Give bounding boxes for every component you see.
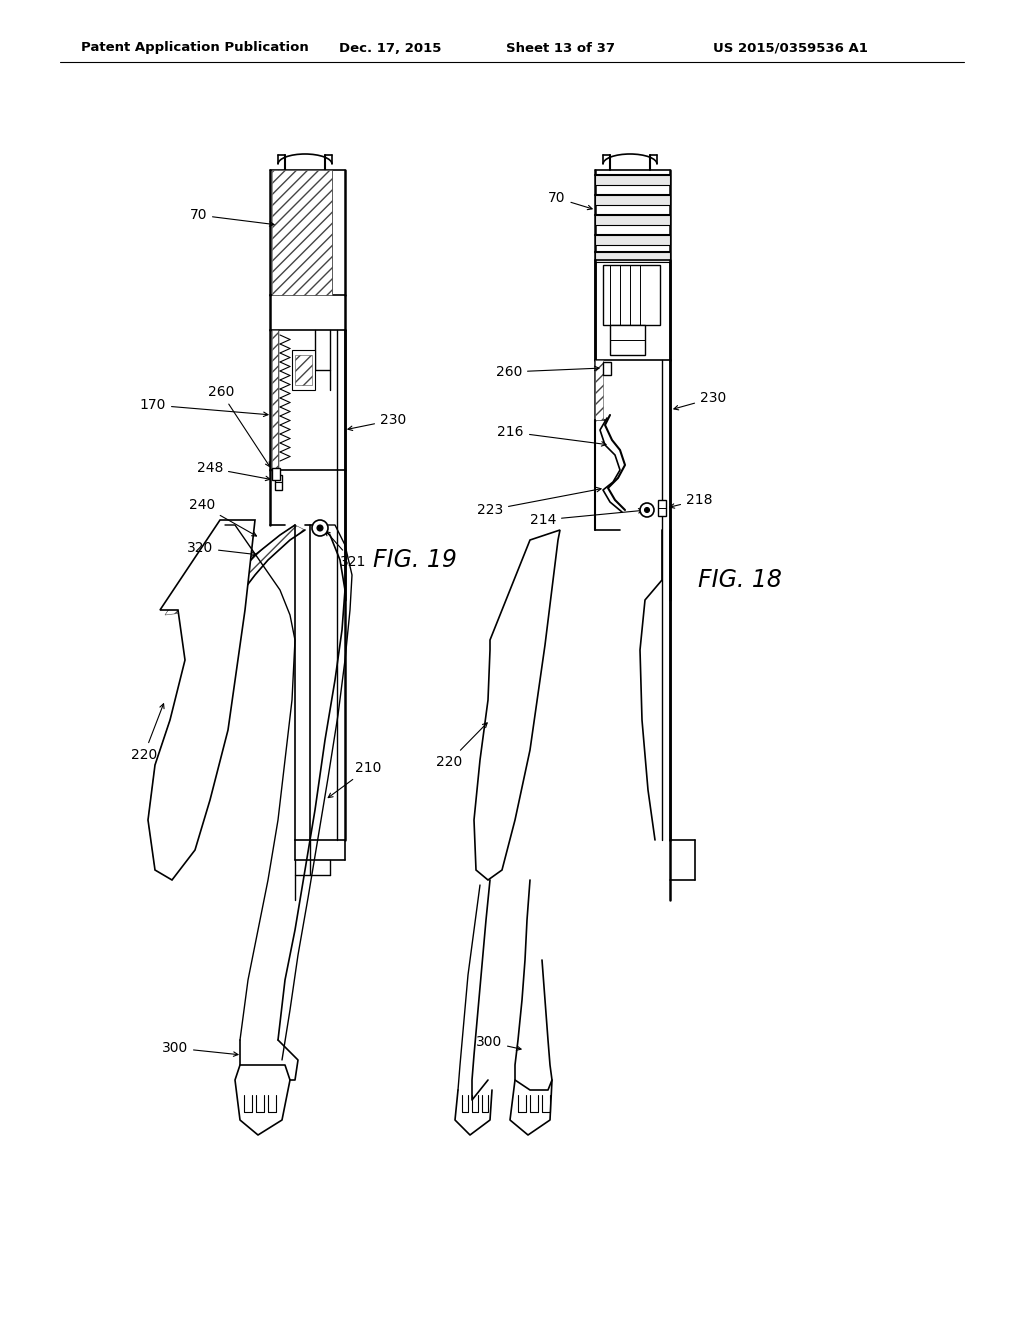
Polygon shape	[272, 469, 280, 480]
Polygon shape	[275, 475, 282, 490]
Polygon shape	[152, 525, 305, 840]
Text: Sheet 13 of 37: Sheet 13 of 37	[506, 41, 614, 54]
Polygon shape	[603, 265, 660, 325]
Polygon shape	[272, 170, 332, 294]
Text: FIG. 18: FIG. 18	[698, 568, 782, 591]
Polygon shape	[148, 523, 250, 878]
Circle shape	[312, 520, 328, 536]
Text: 300: 300	[476, 1035, 521, 1051]
Text: US 2015/0359536 A1: US 2015/0359536 A1	[713, 41, 867, 54]
Polygon shape	[603, 362, 611, 375]
Text: FIG. 19: FIG. 19	[373, 548, 457, 572]
Text: 223: 223	[477, 487, 601, 517]
Circle shape	[317, 525, 323, 531]
Polygon shape	[658, 500, 666, 516]
Text: 230: 230	[674, 391, 726, 411]
Text: 260: 260	[496, 366, 599, 379]
Text: 321: 321	[326, 531, 367, 569]
Text: 220: 220	[131, 704, 164, 762]
Text: 218: 218	[670, 492, 713, 508]
Polygon shape	[474, 531, 560, 880]
Polygon shape	[595, 215, 670, 224]
Circle shape	[640, 503, 654, 517]
Text: 210: 210	[329, 762, 381, 797]
Polygon shape	[292, 350, 315, 389]
Text: 70: 70	[548, 191, 592, 210]
Text: 70: 70	[189, 209, 274, 226]
Text: Dec. 17, 2015: Dec. 17, 2015	[339, 41, 441, 54]
Text: 300: 300	[162, 1041, 238, 1056]
Polygon shape	[595, 235, 670, 246]
Text: 214: 214	[529, 508, 643, 527]
Text: 260: 260	[208, 385, 269, 467]
Text: 220: 220	[436, 723, 487, 770]
Text: Patent Application Publication: Patent Application Publication	[81, 41, 309, 54]
Text: 240: 240	[188, 498, 256, 536]
Polygon shape	[595, 176, 670, 185]
Text: 320: 320	[186, 541, 256, 556]
Polygon shape	[595, 360, 603, 420]
Text: 248: 248	[197, 461, 270, 480]
Polygon shape	[610, 325, 645, 355]
Polygon shape	[595, 252, 670, 261]
Polygon shape	[148, 520, 255, 880]
Text: 216: 216	[498, 425, 606, 446]
Polygon shape	[477, 532, 555, 878]
Text: 170: 170	[139, 399, 268, 417]
Polygon shape	[595, 195, 670, 205]
Text: 230: 230	[348, 413, 407, 430]
Polygon shape	[295, 355, 312, 385]
Circle shape	[644, 507, 649, 512]
Polygon shape	[272, 330, 278, 470]
